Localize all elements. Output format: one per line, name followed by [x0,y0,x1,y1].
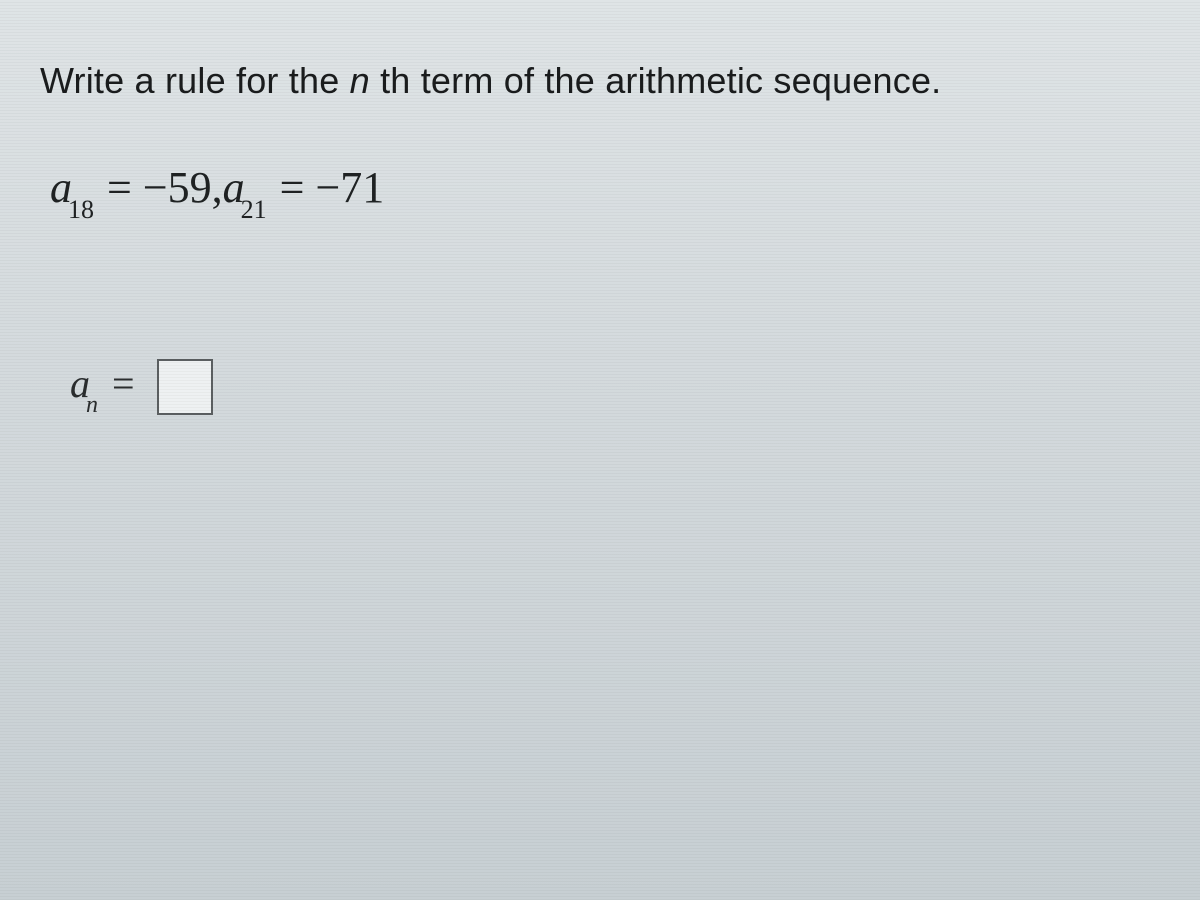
answer-input[interactable] [157,359,213,415]
term-a18: a18 = −59 [50,162,212,219]
term1-eq: = [96,163,143,212]
term2-eq: = [269,163,316,212]
term1-val: −59 [143,163,212,212]
term-a21: a21 = −71 [223,162,385,219]
prompt-text-post: th term of the arithmetic sequence. [370,60,941,101]
prompt-variable-n: n [350,60,370,101]
answer-row: an = [70,359,1160,415]
prompt-text-pre: Write a rule for the [40,60,350,101]
term1-sub: 18 [68,195,94,224]
answer-label: an = [70,360,139,413]
term2-val: −71 [315,163,384,212]
terms-separator: , [212,163,223,212]
question-prompt: Write a rule for the n th term of the ar… [40,60,1160,102]
answer-sub: n [86,392,98,418]
question-panel: Write a rule for the n th term of the ar… [0,0,1200,900]
answer-equals: = [112,361,135,406]
given-terms: a18 = −59,a21 = −71 [50,162,1160,219]
screen-moire-overlay [0,0,1200,900]
term2-sub: 21 [241,195,267,224]
